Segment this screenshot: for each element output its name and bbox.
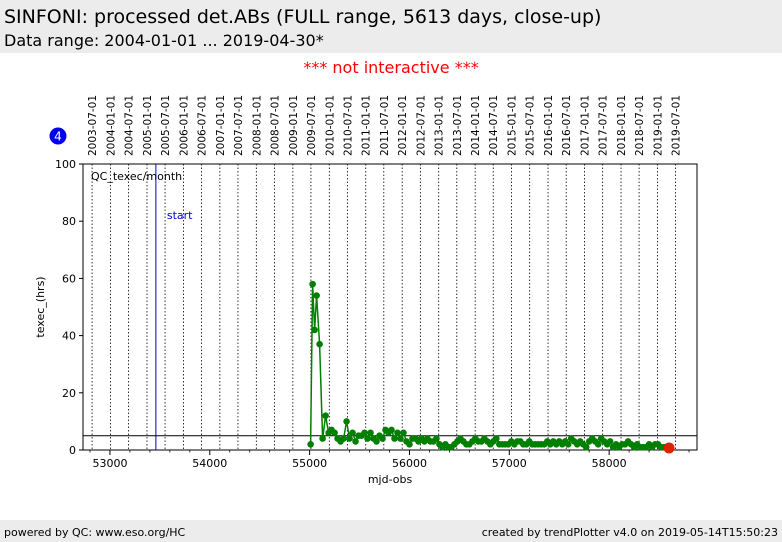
data-point bbox=[367, 429, 374, 437]
x-axis-label: mjd-obs bbox=[368, 473, 413, 486]
data-point bbox=[364, 435, 371, 442]
date-label: 2007-01-01 bbox=[215, 95, 227, 156]
date-label: 2018-01-01 bbox=[616, 95, 628, 156]
page-title: SINFONI: processed det.ABs (FULL range, … bbox=[4, 6, 602, 28]
y-tick-label: 0 bbox=[69, 444, 76, 457]
plot-frame bbox=[82, 163, 698, 451]
data-point bbox=[349, 429, 356, 437]
data-point bbox=[309, 280, 316, 288]
data-point bbox=[397, 435, 404, 442]
data-point bbox=[322, 412, 329, 419]
date-label: 2005-07-01 bbox=[160, 95, 172, 156]
data-point bbox=[352, 438, 359, 445]
data-point bbox=[361, 429, 368, 437]
data-point bbox=[406, 440, 413, 448]
trend-chart: 2003-07-01 2004-01-01 2004-07-01 2005-01-01… bbox=[34, 95, 698, 486]
data-point bbox=[400, 429, 407, 437]
data-point bbox=[346, 435, 353, 442]
date-label: 2013-01-01 bbox=[434, 95, 446, 156]
data-point bbox=[379, 435, 386, 442]
data-point bbox=[388, 426, 395, 434]
data-range-subtitle: Data range: 2004-01-01 ... 2019-04-30* bbox=[4, 31, 324, 50]
date-label: 2005-01-01 bbox=[142, 95, 154, 156]
data-point bbox=[343, 418, 350, 425]
date-label: 2011-01-01 bbox=[361, 95, 373, 156]
data-point bbox=[394, 429, 401, 437]
x-tick-label: 58000 bbox=[592, 457, 627, 470]
x-tick-label: 57000 bbox=[492, 457, 527, 470]
count-badge-text: 4 bbox=[54, 130, 62, 144]
not-interactive-notice: *** not interactive *** bbox=[303, 58, 479, 77]
x-tick-label: 54000 bbox=[192, 457, 227, 470]
date-label: 2009-07-01 bbox=[306, 95, 318, 156]
qc-parameter-label: QC_texec/month bbox=[91, 170, 182, 183]
y-tick-label: 100 bbox=[55, 158, 76, 171]
date-label: 2019-07-01 bbox=[671, 95, 683, 156]
x-tick-label: 55000 bbox=[292, 457, 327, 470]
footer-powered-by: powered by QC: www.eso.org/HC bbox=[4, 526, 186, 539]
date-label: 2014-07-01 bbox=[488, 95, 500, 156]
data-point bbox=[582, 443, 590, 451]
date-label: 2016-01-01 bbox=[543, 95, 555, 156]
series-line bbox=[309, 284, 667, 449]
date-label: 2012-01-01 bbox=[397, 95, 409, 156]
data-point bbox=[340, 435, 347, 442]
y-tick-label: 40 bbox=[62, 330, 76, 343]
date-label: 2013-07-01 bbox=[452, 95, 464, 156]
footer-band bbox=[0, 520, 782, 542]
data-point bbox=[594, 440, 602, 448]
date-label: 2010-07-01 bbox=[342, 95, 354, 156]
data-point bbox=[311, 326, 318, 334]
date-label: 2016-07-01 bbox=[561, 95, 573, 156]
date-label: 2012-07-01 bbox=[415, 95, 427, 156]
latest-data-point bbox=[663, 442, 675, 454]
date-label: 2015-07-01 bbox=[525, 95, 537, 156]
y-tick-label: 20 bbox=[62, 387, 76, 400]
data-point bbox=[606, 438, 614, 445]
date-label: 2006-01-01 bbox=[178, 95, 190, 156]
date-label: 2017-01-01 bbox=[580, 95, 592, 156]
date-label: 2008-07-01 bbox=[269, 95, 281, 156]
date-label: 2009-01-01 bbox=[288, 95, 300, 156]
date-label: 2011-07-01 bbox=[379, 95, 391, 156]
date-label: 2004-07-01 bbox=[124, 95, 136, 156]
data-point bbox=[373, 438, 380, 445]
x-tick-label: 53000 bbox=[92, 457, 127, 470]
start-marker-label: start bbox=[167, 209, 193, 222]
data-point bbox=[331, 429, 338, 437]
y-axis-label: texec_(hrs) bbox=[34, 276, 47, 337]
data-point bbox=[307, 440, 314, 448]
date-label: 2010-01-01 bbox=[324, 95, 336, 156]
date-label: 2019-01-01 bbox=[652, 95, 664, 156]
data-point bbox=[493, 435, 500, 442]
y-tick-label: 60 bbox=[62, 272, 76, 285]
y-tick-label: 80 bbox=[62, 215, 76, 228]
footer-created-by: created by trendPlotter v4.0 on 2019-05-… bbox=[481, 526, 778, 539]
date-label: 2017-07-01 bbox=[598, 95, 610, 156]
count-badge bbox=[49, 127, 67, 145]
data-point bbox=[316, 340, 323, 348]
header-band bbox=[0, 0, 782, 53]
date-label: 2008-01-01 bbox=[251, 95, 263, 156]
data-point bbox=[391, 435, 398, 442]
date-label: 2004-01-01 bbox=[105, 95, 117, 156]
date-label: 2018-07-01 bbox=[634, 95, 646, 156]
date-label: 2014-01-01 bbox=[470, 95, 482, 156]
date-label: 2015-01-01 bbox=[507, 95, 519, 156]
data-point bbox=[313, 292, 320, 299]
date-label: 2006-07-01 bbox=[197, 95, 209, 156]
date-label: 2003-07-01 bbox=[87, 95, 99, 156]
x-tick-label: 56000 bbox=[392, 457, 427, 470]
date-label: 2007-07-01 bbox=[233, 95, 245, 156]
data-point bbox=[433, 435, 440, 442]
data-point bbox=[564, 440, 572, 448]
data-point bbox=[319, 435, 326, 442]
